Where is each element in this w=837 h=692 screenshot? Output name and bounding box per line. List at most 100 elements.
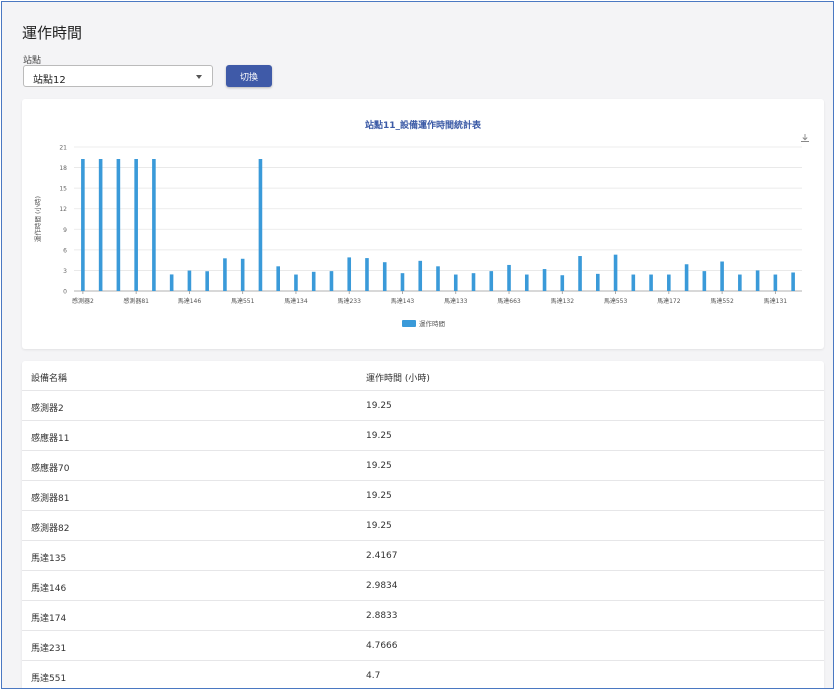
table-row: 馬達174 2.8833 [22, 601, 824, 631]
bar [453, 274, 458, 291]
table-row: 感測器81 19.25 [22, 481, 824, 511]
bar [187, 270, 192, 291]
y-tick-label: 21 [59, 145, 67, 152]
bar [98, 159, 103, 291]
table-row: 感應器70 19.25 [22, 451, 824, 481]
device-table: 設備名稱 運作時間 (小時) 感測器2 19.25 感應器11 19.25 感應器70 1… [22, 361, 824, 688]
x-tick-label: 馬達551 [231, 297, 255, 305]
cell-runtime: 2.8833 [366, 611, 398, 621]
bar [382, 262, 387, 291]
cell-device-name: 馬達231 [31, 644, 67, 654]
bar [489, 271, 494, 291]
cell-device-name: 感測器2 [31, 404, 64, 414]
cell-runtime: 4.7 [366, 671, 381, 681]
bar [223, 258, 227, 291]
x-tick-label: 馬達233 [337, 297, 361, 305]
x-tick-label: 馬達172 [657, 297, 681, 305]
bar [684, 264, 689, 291]
legend-label: 運作時間 [419, 319, 445, 328]
bar [329, 271, 334, 291]
y-tick-label: 12 [59, 206, 67, 213]
y-tick-label: 9 [63, 227, 67, 234]
header-runtime: 運作時間 (小時) [366, 374, 430, 384]
x-tick-label: 馬達131 [764, 297, 788, 305]
chart-title: 站點11_設備運作時間統計表 [364, 121, 482, 131]
legend-swatch [402, 320, 416, 327]
bar [347, 257, 352, 291]
cell-runtime: 19.25 [366, 521, 392, 531]
station-select-value: 站點12 [33, 75, 66, 86]
y-axis-label: 運作時間 (小時) [33, 196, 42, 242]
bar [311, 271, 316, 291]
bar [258, 159, 263, 291]
table-header: 設備名稱 運作時間 (小時) [22, 361, 824, 391]
y-tick-label: 15 [59, 186, 67, 193]
chevron-down-icon [196, 75, 202, 79]
bar [631, 274, 636, 291]
bar [524, 274, 529, 291]
bar [702, 271, 707, 291]
table-row: 馬達551 4.7 [22, 661, 824, 688]
cell-device-name: 感應器70 [31, 464, 70, 474]
bar [294, 274, 298, 291]
table-row: 馬達135 2.4167 [22, 541, 824, 571]
bar [649, 274, 653, 291]
cell-device-name: 馬達146 [31, 584, 67, 594]
cell-runtime: 19.25 [366, 491, 392, 501]
bar [436, 266, 440, 291]
y-tick-label: 3 [63, 268, 67, 275]
bar [791, 272, 795, 291]
page-title: 運作時間 [22, 24, 83, 42]
table-row: 馬達146 2.9834 [22, 571, 824, 601]
bar [613, 254, 618, 291]
bar [81, 159, 85, 291]
x-tick-label: 馬達134 [284, 297, 308, 305]
cell-runtime: 2.9834 [366, 581, 398, 591]
cell-device-name: 馬達174 [31, 614, 67, 624]
y-tick-label: 18 [59, 165, 67, 172]
x-tick-label: 馬達552 [710, 297, 734, 305]
bar [418, 260, 423, 291]
bar [365, 258, 369, 291]
switch-button[interactable]: 切換 [226, 65, 272, 87]
bar [720, 261, 724, 291]
x-tick-label: 馬達132 [551, 297, 575, 305]
bar [134, 159, 138, 291]
station-select-label: 站點 [23, 56, 42, 66]
bar [773, 274, 778, 291]
header-device-name: 設備名稱 [31, 374, 68, 384]
cell-runtime: 19.25 [366, 461, 392, 471]
x-tick-label: 馬達146 [178, 297, 202, 305]
chart-card: 站點11_設備運作時間統計表 0 3 6 9 12 15 18 21 運作時間 (小時) 感測器2… [22, 99, 824, 349]
bar [240, 258, 245, 291]
bar [152, 159, 156, 291]
cell-device-name: 感測器81 [31, 494, 70, 504]
bar [755, 270, 760, 291]
table-row: 感測器2 19.25 [22, 391, 824, 421]
y-tick-label: 0 [63, 289, 67, 296]
bar [667, 274, 671, 291]
cell-device-name: 馬達135 [31, 554, 67, 564]
bar [738, 274, 742, 291]
bar [578, 256, 582, 291]
bar [596, 273, 600, 291]
cell-device-name: 馬達551 [31, 674, 67, 684]
bar [116, 159, 121, 291]
bar [169, 274, 174, 291]
table-row: 馬達231 4.7666 [22, 631, 824, 661]
cell-runtime: 19.25 [366, 401, 392, 411]
bar [560, 275, 565, 291]
x-tick-label: 感測器2 [72, 297, 94, 305]
cell-runtime: 19.25 [366, 431, 392, 441]
bar [205, 271, 209, 291]
y-tick-label: 6 [63, 247, 67, 254]
bar [276, 266, 280, 291]
station-select[interactable]: 站點12 [23, 65, 213, 87]
download-icon[interactable] [800, 133, 810, 143]
cell-device-name: 感測器82 [31, 524, 70, 534]
x-tick-label: 馬達553 [604, 297, 628, 305]
bar-chart: 0 3 6 9 12 15 18 21 運作時間 (小時) 感測器2 感測器81 馬達146 馬達551… [33, 145, 802, 328]
table-row: 感測器82 19.25 [22, 511, 824, 541]
x-tick-label: 馬達133 [444, 297, 468, 305]
